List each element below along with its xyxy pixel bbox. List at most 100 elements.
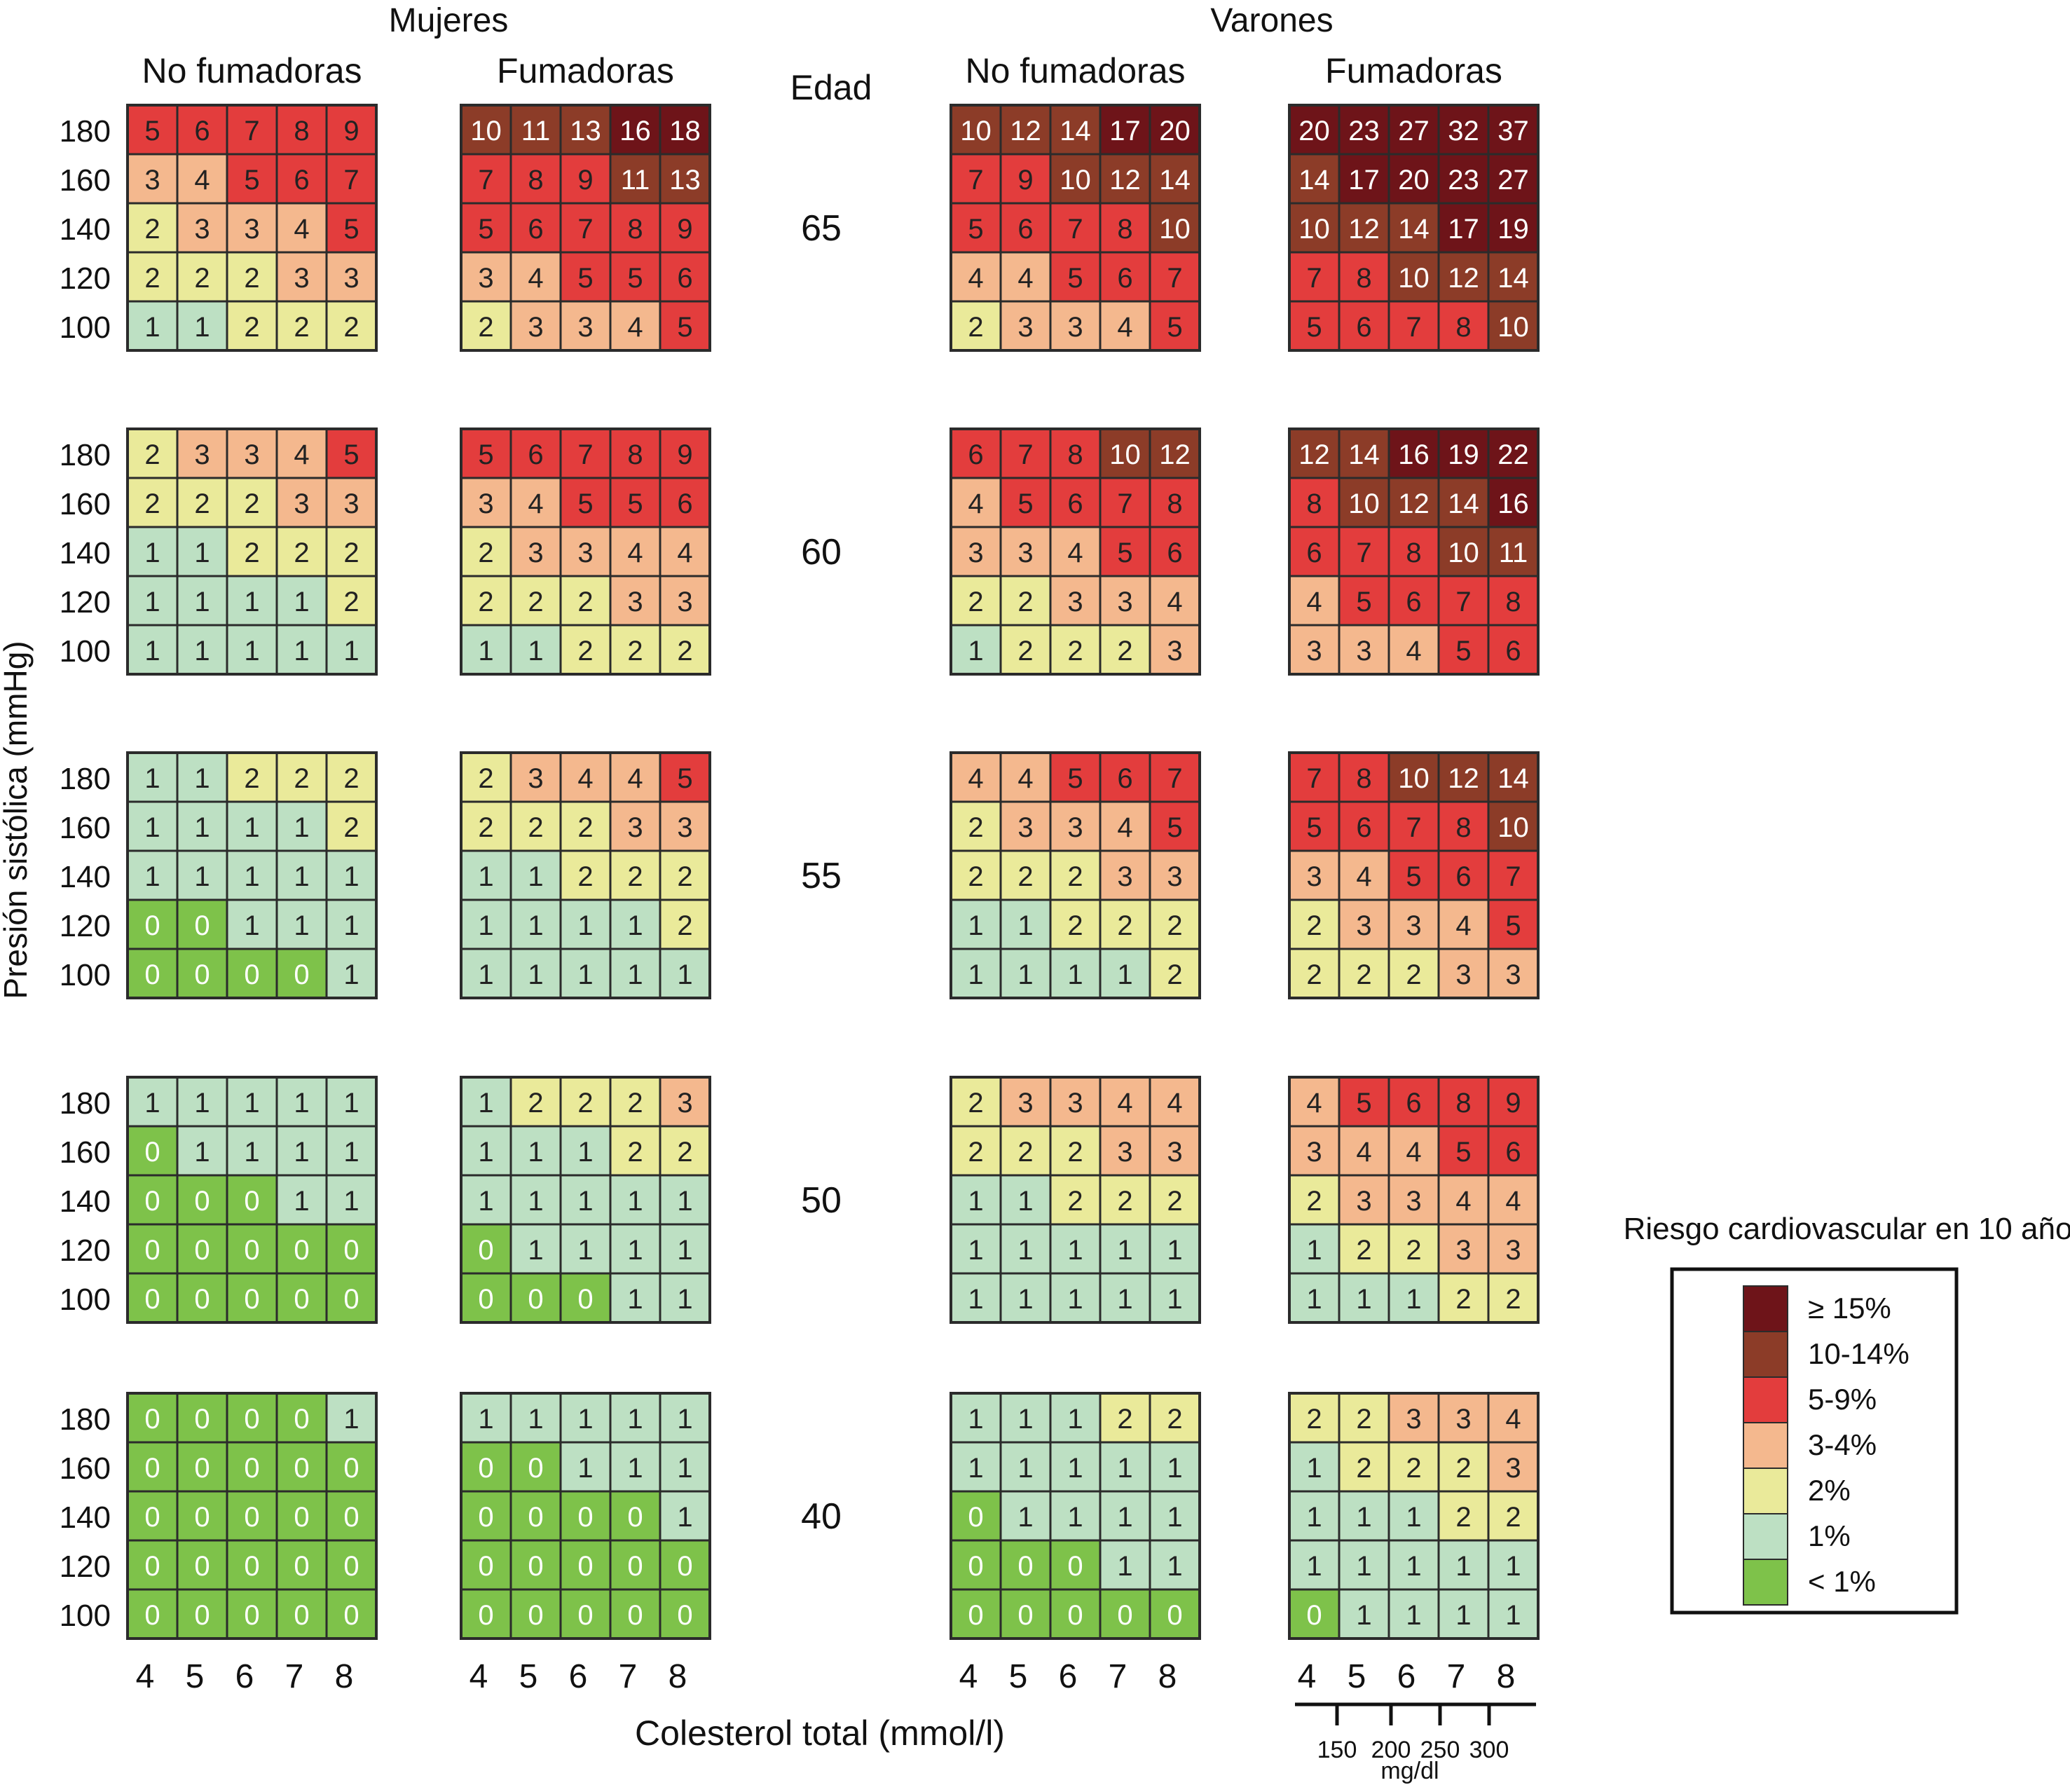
heatmap-cell <box>1338 800 1390 852</box>
heatmap-cell <box>1149 477 1201 528</box>
cell-value: 2 <box>144 488 160 519</box>
y-tick-label: 100 <box>60 1599 111 1633</box>
x-tick-label: 5 <box>186 1658 205 1695</box>
cell-value: 12 <box>1398 488 1430 519</box>
cell-value: 3 <box>1406 910 1421 941</box>
cell-value: 1 <box>343 910 359 941</box>
heatmap-cell <box>1487 898 1540 950</box>
cell-value: 20 <box>1159 116 1191 146</box>
cell-value: 0 <box>144 1235 160 1266</box>
cell-value: 1 <box>1167 1284 1182 1315</box>
cell-value: 3 <box>1067 312 1083 343</box>
cell-value: 37 <box>1497 116 1529 146</box>
cell-value: 5 <box>577 263 593 294</box>
cell-value: 3 <box>1505 1235 1521 1266</box>
cell-value: 1 <box>1306 1453 1322 1484</box>
heatmap-cell <box>1487 800 1540 852</box>
cell-value: 1 <box>968 1404 983 1435</box>
cell-value: 2 <box>1455 1502 1471 1533</box>
panel-frame <box>126 428 378 676</box>
cell-value: 2 <box>1067 636 1083 666</box>
cell-value: 0 <box>528 1453 543 1484</box>
group-header: No fumadoras <box>965 51 1185 90</box>
cell-value: 1 <box>968 1235 983 1266</box>
cell-value: 4 <box>1505 1404 1521 1435</box>
x-tick-label: 7 <box>1447 1658 1466 1695</box>
cell-value: 1 <box>1117 1453 1132 1484</box>
cell-value: 4 <box>1356 861 1371 892</box>
y-tick-label: 140 <box>60 1500 111 1535</box>
group-header: Fumadoras <box>1325 51 1502 90</box>
cell-value: 0 <box>577 1600 593 1631</box>
cell-value: 6 <box>528 439 543 470</box>
y-tick-label: 180 <box>60 762 111 796</box>
heatmap-cell <box>559 300 612 352</box>
cell-value: 2 <box>343 587 359 617</box>
heatmap-cell <box>1338 948 1390 999</box>
cell-value: 1 <box>1167 1235 1182 1266</box>
heatmap-cell <box>126 1588 179 1640</box>
cell-value: 2 <box>968 1088 983 1119</box>
heatmap-cell <box>1099 251 1151 303</box>
legend-swatch <box>1743 1513 1788 1560</box>
heatmap-cell <box>1099 751 1151 803</box>
heatmap-cell <box>325 948 378 999</box>
secondary-axis-unit: mg/dl <box>1380 1758 1439 1784</box>
cell-value: 12 <box>1159 439 1191 470</box>
cell-value: 7 <box>1406 812 1421 843</box>
cell-value: 1 <box>1356 1600 1371 1631</box>
heatmap-cell <box>325 751 378 803</box>
cell-value: 0 <box>1067 1551 1083 1582</box>
cell-value: 5 <box>1505 910 1521 941</box>
panel-frame <box>1288 104 1540 352</box>
cell-value: 3 <box>1356 910 1371 941</box>
cell-value: 1 <box>627 1284 643 1315</box>
cell-value: 1 <box>478 910 493 941</box>
cell-value: 12 <box>1448 263 1479 294</box>
y-tick-label: 100 <box>60 1283 111 1317</box>
cell-value: 8 <box>1167 488 1182 519</box>
cell-value: 0 <box>1067 1600 1083 1631</box>
cell-value: 3 <box>528 538 543 568</box>
cell-value: 3 <box>1306 1137 1322 1168</box>
cell-value: 4 <box>1455 910 1471 941</box>
x-tick-label: 7 <box>1109 1658 1127 1695</box>
y-tick-label: 100 <box>60 958 111 992</box>
cell-value: 3 <box>1117 861 1132 892</box>
cell-value: 5 <box>343 214 359 245</box>
cell-value: 2 <box>627 861 643 892</box>
cell-value: 19 <box>1497 214 1529 245</box>
cell-value: 10 <box>1398 763 1430 794</box>
cell-value: 1 <box>194 1088 210 1119</box>
cell-value: 1 <box>1455 1551 1471 1582</box>
cell-value: 2 <box>577 812 593 843</box>
heatmap-cell <box>176 1076 228 1128</box>
cell-value: 1 <box>144 538 160 568</box>
cell-value: 3 <box>677 587 692 617</box>
panel-frame <box>126 751 378 999</box>
cell-value: 0 <box>577 1551 593 1582</box>
heatmap-cell <box>1487 477 1540 528</box>
cell-value: 10 <box>1497 812 1529 843</box>
cell-value: 0 <box>194 1453 210 1484</box>
cell-value: 0 <box>343 1453 359 1484</box>
cell-value: 2 <box>677 861 692 892</box>
cell-value: 6 <box>1356 312 1371 343</box>
cell-value: 3 <box>1067 812 1083 843</box>
cell-value: 2 <box>1017 861 1033 892</box>
cell-value: 6 <box>677 263 692 294</box>
cell-value: 1 <box>1017 1404 1033 1435</box>
cell-value: 12 <box>1109 165 1141 196</box>
cell-value: 4 <box>1167 587 1182 617</box>
heatmap-cell <box>659 849 711 901</box>
cell-value: 4 <box>294 214 309 245</box>
cell-value: 4 <box>1017 763 1033 794</box>
legend-swatch <box>1743 1331 1788 1378</box>
legend-box <box>1670 1267 1959 1615</box>
heatmap-cell <box>1049 1125 1102 1177</box>
cell-value: 12 <box>1448 763 1479 794</box>
heatmap-cell <box>509 104 562 156</box>
cell-value: 9 <box>1505 1088 1521 1119</box>
legend-swatch <box>1743 1422 1788 1469</box>
x-tick-label: 4 <box>1298 1658 1317 1695</box>
